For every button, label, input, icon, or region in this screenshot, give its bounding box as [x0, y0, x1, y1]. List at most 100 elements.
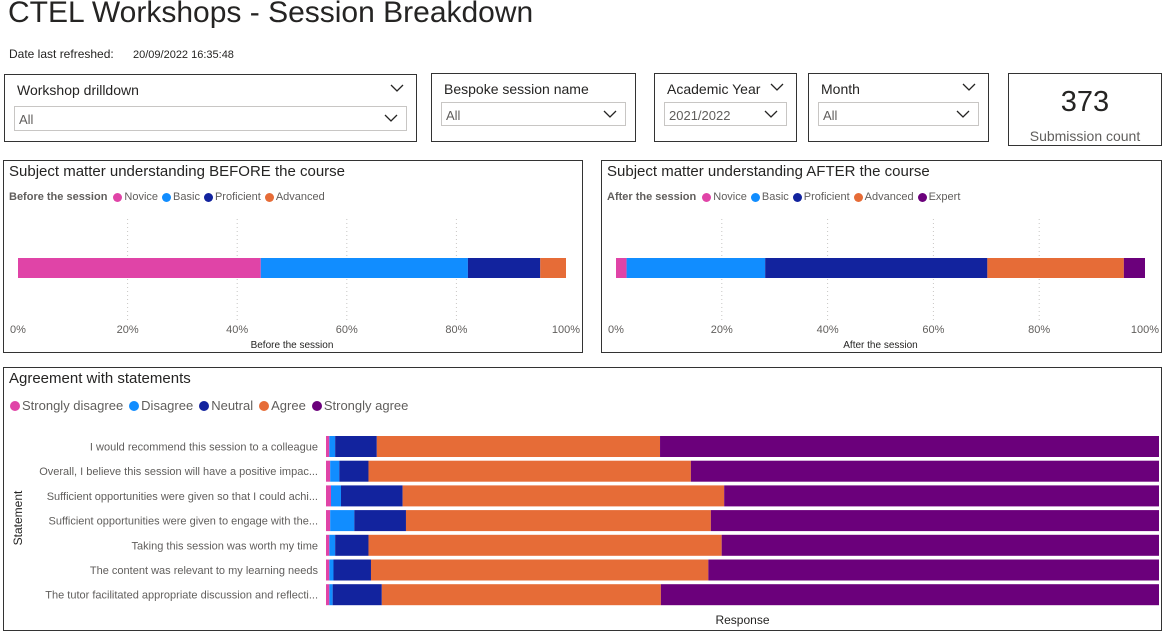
legend-item-disagree[interactable]: Disagree: [129, 398, 193, 413]
bar-segment-strongly-disagree[interactable]: [326, 485, 331, 507]
bar-segment-basic[interactable]: [260, 258, 468, 278]
x-axis-label: Before the session: [251, 340, 334, 351]
bar-segment-agree[interactable]: [376, 436, 661, 457]
bar-segment-novice[interactable]: [18, 258, 261, 278]
chevron-down-icon: [956, 110, 970, 118]
legend-item-agree[interactable]: Agree: [259, 398, 306, 413]
x-tick-label: 20%: [711, 324, 733, 336]
bar-segment-expert[interactable]: [1123, 258, 1145, 278]
x-tick-label: 60%: [922, 324, 944, 336]
x-tick-label: 40%: [817, 324, 839, 336]
legend-title: Before the session: [9, 191, 108, 203]
bar-segment-neutral[interactable]: [339, 460, 369, 482]
legend-item-neutral[interactable]: Neutral: [199, 398, 253, 413]
category-label: I would recommend this session to a coll…: [90, 442, 318, 454]
legend-dot-icon: [203, 192, 213, 202]
bar-segment-strongly-agree[interactable]: [710, 510, 1159, 532]
category-label: Sufficient opportunities were given to e…: [49, 516, 318, 528]
slicer-title: Month: [821, 81, 860, 97]
slicer-value: All: [446, 108, 461, 123]
bar-segment-proficient[interactable]: [765, 258, 988, 278]
bar-segment-strongly-agree[interactable]: [660, 436, 1159, 457]
bar-segment-agree[interactable]: [405, 510, 711, 532]
bar-segment-disagree[interactable]: [329, 559, 334, 581]
x-tick-label: 0%: [608, 324, 624, 336]
legend-item-expert[interactable]: Expert: [917, 191, 960, 203]
bar-segment-strongly-agree[interactable]: [690, 460, 1159, 482]
bar-segment-disagree[interactable]: [329, 534, 336, 556]
bar-segment-strongly-agree[interactable]: [721, 534, 1159, 556]
chart-title: Subject matter understanding BEFORE the …: [9, 163, 346, 180]
legend-title: After the session: [607, 191, 697, 203]
legend-label: Proficient: [214, 191, 261, 203]
bar-segment-advanced[interactable]: [987, 258, 1124, 278]
legend-item-advanced[interactable]: Advanced: [853, 191, 914, 203]
bar-segment-neutral[interactable]: [354, 510, 406, 532]
legend-dot-icon: [264, 192, 274, 202]
legend-item-proficient[interactable]: Proficient: [792, 191, 850, 203]
bar-segment-proficient[interactable]: [467, 258, 541, 278]
x-axis-label: Response: [715, 613, 769, 627]
bar-segment-agree[interactable]: [368, 534, 722, 556]
bar-segment-strongly-disagree[interactable]: [326, 584, 330, 606]
bar-segment-agree[interactable]: [368, 460, 691, 482]
workshop-drilldown-dropdown[interactable]: All: [14, 106, 407, 131]
legend-item-basic[interactable]: Basic: [162, 191, 200, 203]
bar-segment-disagree[interactable]: [330, 485, 341, 507]
legend-item-strongly-disagree[interactable]: Strongly disagree: [10, 398, 123, 413]
bar-segment-neutral[interactable]: [335, 534, 369, 556]
bar-segment-strongly-agree[interactable]: [708, 559, 1159, 581]
bar-segment-strongly-agree[interactable]: [724, 485, 1159, 507]
bar-segment-advanced[interactable]: [540, 258, 566, 278]
bar-segment-disagree[interactable]: [330, 460, 340, 482]
submission-count-value: 373: [1060, 86, 1110, 118]
bar-segment-disagree[interactable]: [329, 436, 336, 457]
submission-count-card: 373 Submission count: [1008, 73, 1162, 146]
bar-segment-strongly-agree[interactable]: [660, 584, 1159, 606]
legend-item-strongly-agree[interactable]: Strongly agree: [311, 398, 408, 413]
bar-segment-neutral[interactable]: [333, 559, 371, 581]
legend-item-novice[interactable]: Novice: [113, 191, 158, 203]
after-course-chart: Subject matter understanding AFTER the c…: [601, 160, 1162, 353]
chevron-down-icon[interactable]: [962, 82, 976, 92]
bar-segment-agree[interactable]: [381, 584, 661, 606]
bar-segment-strongly-disagree[interactable]: [326, 534, 330, 556]
legend-label: Basic: [761, 191, 789, 203]
academic-year-dropdown[interactable]: 2021/2022: [664, 102, 787, 126]
legend-item-advanced[interactable]: Advanced: [264, 191, 325, 203]
chart-title: Agreement with statements: [9, 370, 191, 387]
agreement-chart-plot: I would recommend this session to a coll…: [11, 436, 1159, 627]
bar-segment-strongly-disagree[interactable]: [326, 436, 330, 457]
slicer-title: Bespoke session name: [444, 81, 589, 97]
slicer-value: All: [19, 112, 34, 127]
legend-dot-icon: [311, 400, 322, 411]
bar-segment-neutral[interactable]: [332, 584, 382, 606]
legend-label: Advanced: [275, 191, 325, 203]
bar-segment-disagree[interactable]: [329, 584, 333, 606]
bar-segment-basic[interactable]: [626, 258, 766, 278]
bespoke-session-slicer: Bespoke session name All: [431, 73, 636, 142]
x-tick-label: 60%: [336, 324, 358, 336]
y-axis-label: Statement: [11, 490, 25, 545]
legend-item-novice[interactable]: Novice: [702, 191, 747, 203]
bar-segment-disagree[interactable]: [330, 510, 355, 532]
bar-segment-strongly-disagree[interactable]: [326, 510, 331, 532]
bar-segment-novice[interactable]: [616, 258, 627, 278]
bespoke-session-dropdown[interactable]: All: [441, 102, 626, 126]
bar-segment-agree[interactable]: [370, 559, 709, 581]
legend-dot-icon: [162, 192, 172, 202]
bar-segment-strongly-disagree[interactable]: [326, 559, 330, 581]
bar-segment-strongly-disagree[interactable]: [326, 460, 331, 482]
legend-label: Advanced: [864, 191, 914, 203]
month-dropdown[interactable]: All: [818, 102, 979, 126]
chevron-down-icon[interactable]: [770, 82, 784, 92]
after-chart-plot: 0% 20% 40% 60% 80% 100% After the session: [608, 219, 1159, 351]
legend-item-proficient[interactable]: Proficient: [203, 191, 261, 203]
chevron-down-icon[interactable]: [390, 83, 404, 93]
bar-segment-neutral[interactable]: [335, 436, 377, 457]
bar-segment-agree[interactable]: [402, 485, 725, 507]
bar-segment-neutral[interactable]: [340, 485, 403, 507]
category-label: Sufficient opportunities were given so t…: [47, 491, 318, 503]
category-label: Overall, I believe this session will hav…: [39, 466, 318, 478]
legend-item-basic[interactable]: Basic: [750, 191, 789, 203]
